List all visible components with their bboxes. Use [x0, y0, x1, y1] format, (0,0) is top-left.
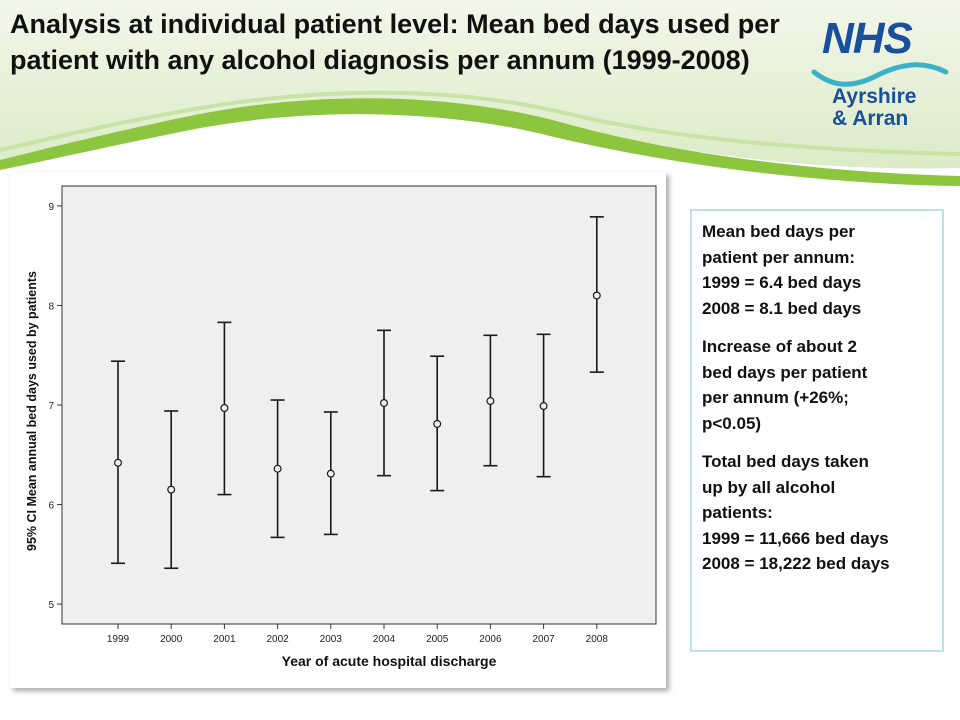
y-axis-label: 95% CI Mean annual bed days used by pati… [25, 271, 39, 551]
x-tick-label: 2004 [373, 634, 396, 645]
y-tick-label: 5 [48, 600, 54, 611]
mean-point [220, 403, 229, 412]
x-tick-label: 1999 [107, 634, 130, 645]
x-tick-label: 2002 [266, 634, 289, 645]
summary-line: per annum (+26%; [702, 388, 849, 407]
mean-point [486, 397, 495, 406]
x-axis-label: Year of acute hospital discharge [282, 653, 497, 669]
summary-increase-block: Increase of about 2 bed days per patient… [702, 334, 932, 436]
mean-point [380, 399, 389, 408]
mean-point [167, 485, 176, 494]
mean-point [592, 291, 601, 300]
summary-line: 2008 = 18,222 bed days [702, 554, 890, 573]
plot-area [61, 185, 657, 625]
logo-region-line2: & Arran [832, 107, 909, 130]
summary-mean-block: Mean bed days per patient per annum: 199… [702, 219, 932, 321]
mean-point [326, 469, 335, 478]
summary-line: p<0.05) [702, 413, 762, 433]
summary-textbox: Mean bed days per patient per annum: 199… [690, 209, 944, 652]
x-tick-label: 2008 [586, 634, 609, 645]
summary-line: bed days per patient [702, 362, 868, 382]
summary-line: up by all alcohol [702, 477, 836, 497]
summary-total-block: Total bed days taken up by all alcohol p… [702, 449, 932, 577]
summary-line: Increase of about 2 [702, 337, 857, 356]
mean-point [433, 419, 442, 428]
summary-line: 1999 = 11,666 bed days [702, 528, 889, 548]
x-tick-label: 2005 [426, 634, 449, 645]
x-tick-label: 2003 [320, 634, 343, 645]
x-tick-label: 2000 [160, 634, 183, 645]
x-tick-label: 2007 [532, 634, 555, 645]
nhs-logo-wordmark: NHS [822, 14, 913, 63]
nhs-ayrshire-arran-logo: NHS Ayrshire & Arran [808, 14, 953, 134]
summary-line: patient per annum: [702, 247, 856, 267]
summary-line: patients: [702, 503, 773, 522]
y-tick-label: 8 [48, 301, 54, 312]
mean-point [273, 464, 282, 473]
logo-region-line1: Ayrshire [832, 85, 917, 108]
x-tick-label: 2001 [213, 634, 236, 645]
summary-line: 2008 = 8.1 bed days [702, 298, 862, 318]
summary-line: 1999 = 6.4 bed days [702, 273, 862, 292]
y-tick-label: 9 [48, 202, 54, 213]
summary-line: Total bed days taken [702, 452, 869, 471]
summary-line: Mean bed days per [702, 222, 856, 241]
chart-panel: 5 6 7 8 9 1999 2000 2001 2002 2003 2004 2005 2006 200… [10, 172, 666, 688]
x-tick-label: 2006 [479, 634, 502, 645]
slide-title: Analysis at individual patient level: Me… [10, 9, 780, 75]
y-tick-label: 7 [48, 401, 54, 412]
mean-point [539, 401, 548, 410]
wave-icon [811, 62, 949, 87]
mean-point [113, 458, 122, 467]
error-bar-chart: 5 6 7 8 9 1999 2000 2001 2002 2003 2004 2005 2006 200… [25, 185, 657, 669]
y-tick-label: 6 [48, 501, 54, 512]
